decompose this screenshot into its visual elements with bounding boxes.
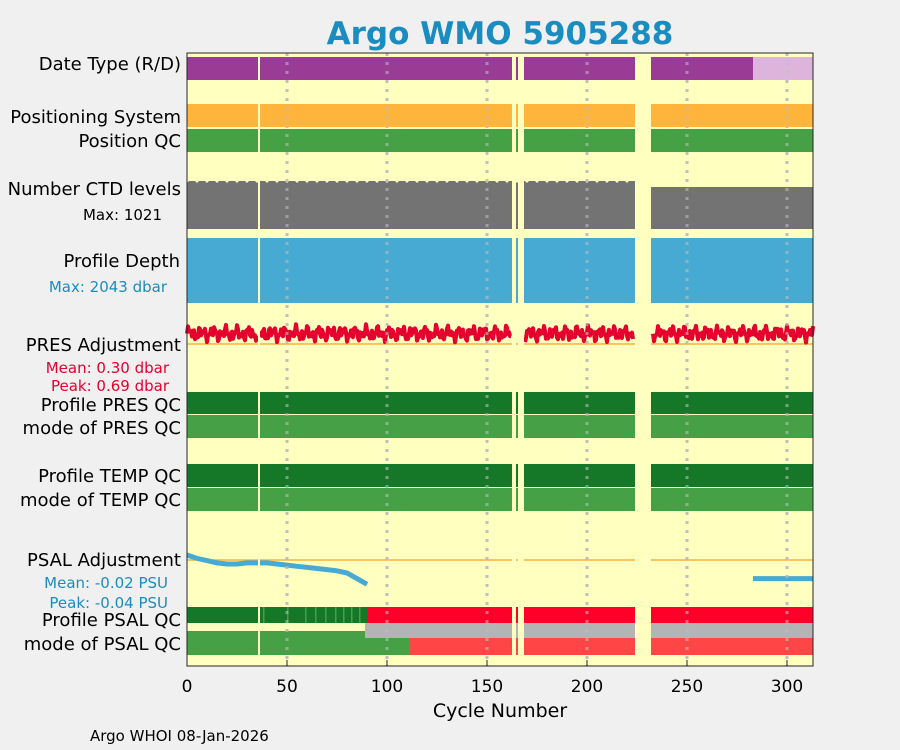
- missing-cycle-164: [514, 53, 516, 666]
- label-profile-pres-qc: Profile PRES QC: [41, 395, 181, 416]
- row-6-segment-0: [187, 392, 813, 414]
- row-7-segment-0: [187, 415, 813, 438]
- sublabel-depth-max: Max: 2043 dbar: [49, 278, 168, 296]
- missing-cycle-163: [512, 53, 514, 666]
- chart-title: Argo WMO 5905288: [327, 16, 674, 52]
- label-profile-psal-qc: Profile PSAL QC: [42, 610, 181, 631]
- x-tick-label-50: 50: [276, 677, 298, 697]
- x-tick-label-300: 300: [771, 677, 803, 697]
- missing-cycle-36: [258, 53, 260, 666]
- data-rows: [187, 57, 813, 655]
- psal-qc-flicker-7: [351, 607, 353, 623]
- psal-qc-flicker-3: [315, 607, 317, 623]
- psal-adjustment-mean: Mean: -0.02 PSU: [44, 574, 168, 592]
- missing-cycle-166: [518, 53, 520, 666]
- row-0-segment-1: [753, 57, 813, 80]
- label-positioning-system: Positioning System: [10, 107, 181, 128]
- row-9-segment-0: [187, 488, 813, 511]
- pres-adjustment-line-3: [651, 323, 815, 345]
- label-date-type: Date Type (R/D): [39, 54, 181, 75]
- x-tick-label-200: 200: [571, 677, 603, 697]
- label-mode-temp-qc: mode of TEMP QC: [20, 490, 181, 511]
- row-11-segment-0: [187, 607, 367, 623]
- x-tick-label-150: 150: [471, 677, 503, 697]
- label-mode-pres-qc: mode of PRES QC: [23, 418, 181, 439]
- x-tick-label-0: 0: [182, 677, 193, 697]
- label-position-qc: Position QC: [78, 131, 181, 152]
- pres-adjustment-line-2: [523, 323, 635, 344]
- x-tick-label-100: 100: [371, 677, 403, 697]
- label-psal-adjustment: PSAL Adjustment: [27, 550, 181, 571]
- row-2-segment-0: [187, 129, 813, 152]
- psal-qc-flicker-1: [287, 607, 289, 623]
- plot-frame: [186, 52, 814, 667]
- missing-range-0: [635, 53, 651, 666]
- psal-qc-mode-overlay: [365, 623, 813, 638]
- psal-adjustment-peak: Peak: -0.04 PSU: [49, 594, 168, 612]
- psal-qc-flicker-2: [305, 607, 307, 623]
- label-profile-depth: Profile Depth: [63, 251, 180, 272]
- x-axis-label: Cycle Number: [433, 700, 567, 722]
- adjustment-lines: [185, 322, 815, 587]
- pres-adjustment-peak: Peak: 0.69 dbar: [51, 377, 170, 395]
- missing-cycle-168: [522, 53, 524, 666]
- pres-adjustment-mean: Mean: 0.30 dbar: [46, 359, 170, 377]
- psal-qc-flicker-5: [335, 607, 337, 623]
- label-mode-psal-qc: mode of PSAL QC: [24, 634, 181, 655]
- x-tick-label-250: 250: [671, 677, 703, 697]
- row-8-segment-0: [187, 464, 813, 487]
- profile-depth-bars: [187, 238, 813, 303]
- ctd-levels-bars: [187, 181, 813, 229]
- psal-adjustment-line-0: [186, 552, 369, 587]
- footer-credit: Argo WHOI 08-Jan-2026: [90, 727, 269, 745]
- label-number-ctd-levels: Number CTD levels: [8, 179, 181, 200]
- missing-cycle-167: [520, 53, 522, 666]
- psal-qc-flicker-8: [359, 607, 361, 623]
- psal-qc-flicker-0: [263, 607, 265, 623]
- psal-qc-flicker-6: [343, 607, 345, 623]
- row-11-segment-1: [367, 607, 813, 623]
- sublabel-ctd-max: Max: 1021: [83, 206, 162, 224]
- psal-qc-flicker-4: [325, 607, 327, 623]
- row-0-segment-0: [187, 57, 753, 80]
- missing-cycle-gaps: [258, 53, 789, 666]
- row-1-segment-0: [187, 104, 813, 127]
- pres-adjustment-line-0: [185, 322, 259, 345]
- label-pres-adjustment: PRES Adjustment: [26, 335, 181, 356]
- label-profile-temp-qc: Profile TEMP QC: [38, 466, 181, 487]
- x-axis: 0 50 100 150 200 250 300: [182, 660, 803, 697]
